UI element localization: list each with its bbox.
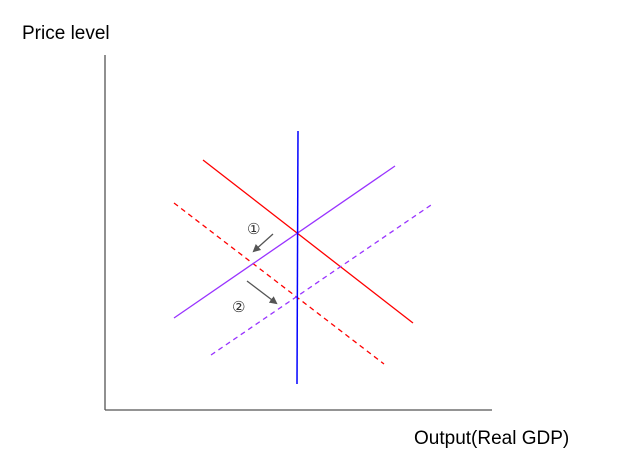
- demand-curve-shifted: [173, 202, 385, 365]
- supply-curve-shifted: [210, 202, 435, 356]
- long-run-supply-curve: [296, 130, 299, 385]
- y-axis-label: Price level: [22, 23, 110, 44]
- demand-curve: [202, 159, 414, 324]
- supply-curve: [173, 165, 396, 319]
- shift-arrow-1: [252, 233, 274, 253]
- step-marker-1: ①: [247, 220, 260, 238]
- x-axis-label: Output(Real GDP): [414, 428, 569, 449]
- step-marker-2: ②: [232, 298, 245, 316]
- shift-arrow-2: [246, 280, 278, 305]
